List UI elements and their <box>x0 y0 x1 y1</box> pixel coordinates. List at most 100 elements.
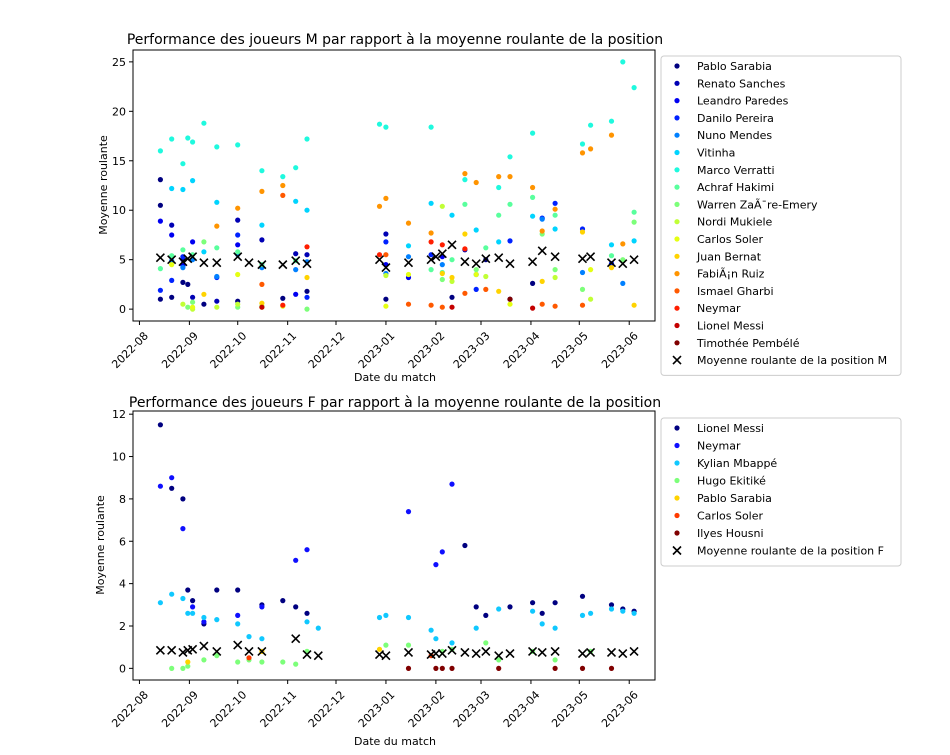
rolling-average-marker <box>629 646 639 656</box>
data-point <box>304 274 310 281</box>
x-tick-label: 2022-10 <box>208 688 250 730</box>
y-tick-label: 25 <box>112 56 126 69</box>
chart-title: Performance des joueurs M par rapport à … <box>127 32 663 48</box>
data-point <box>201 249 207 255</box>
rolling-average-marker <box>505 648 515 659</box>
data-point <box>169 232 175 238</box>
rolling-average-marker <box>618 259 628 269</box>
data-point <box>185 304 191 310</box>
data-point <box>190 304 196 310</box>
rolling-average-marker <box>244 258 254 268</box>
data-point <box>539 621 545 627</box>
data-point <box>376 614 383 621</box>
rolling-average-marker <box>471 259 481 269</box>
data-point <box>304 288 310 294</box>
data-point <box>180 279 186 285</box>
data-point <box>214 617 220 623</box>
data-point <box>462 542 468 549</box>
y-tick-label: 8 <box>119 493 126 506</box>
data-point <box>190 139 196 145</box>
data-point <box>190 178 196 184</box>
rolling-average-marker <box>537 246 547 256</box>
data-point <box>180 496 186 502</box>
data-point <box>180 265 186 271</box>
rolling-average-marker <box>381 651 391 661</box>
x-tick-label: 2022-08 <box>109 688 151 730</box>
data-point <box>293 604 299 610</box>
data-point <box>214 273 220 280</box>
data-point <box>539 301 545 307</box>
data-point <box>530 608 536 614</box>
data-point <box>530 213 536 219</box>
data-point <box>180 665 186 672</box>
data-point <box>280 174 286 180</box>
rolling-average-marker <box>178 257 188 267</box>
data-point <box>631 85 637 91</box>
data-point <box>235 249 241 255</box>
rolling-average-marker <box>155 253 165 263</box>
x-tick-label: 2022-09 <box>159 688 201 730</box>
rolling-average-marker <box>505 259 515 269</box>
legend-marker <box>674 512 680 519</box>
rolling-average-marker <box>527 257 538 267</box>
data-point <box>496 606 502 612</box>
rolling-average-marker <box>257 260 267 270</box>
data-point <box>405 665 412 672</box>
data-point <box>552 200 558 206</box>
legend-label: Neymar <box>697 302 741 315</box>
data-point <box>439 203 445 209</box>
forwards-chart: Performance des joueurs F par rapport à … <box>94 395 902 748</box>
data-point <box>383 124 389 130</box>
legend-label: Hugo Ekitiké <box>697 475 766 488</box>
data-point <box>473 625 479 631</box>
x-tick-label: 2022-09 <box>159 329 201 371</box>
data-point <box>449 278 455 284</box>
data-point <box>259 659 265 665</box>
data-point <box>620 241 626 247</box>
legend-label: Lionel Messi <box>697 320 764 333</box>
legend-marker <box>674 149 680 156</box>
rolling-average-marker <box>460 647 470 658</box>
data-point <box>383 642 389 648</box>
legend-marker <box>674 132 680 138</box>
data-point <box>180 301 186 307</box>
x-tick-label: 2022-11 <box>258 688 300 730</box>
data-point <box>608 242 615 248</box>
data-point <box>530 600 536 606</box>
data-point <box>405 614 412 621</box>
plot-frame <box>132 49 656 322</box>
data-point <box>631 219 637 225</box>
data-point <box>439 242 445 248</box>
data-point <box>169 262 175 268</box>
legend-marker <box>674 167 680 173</box>
data-point <box>259 636 265 642</box>
data-point <box>473 179 479 186</box>
legend-marker <box>674 80 680 86</box>
rolling-average-marker <box>447 240 457 250</box>
data-point <box>235 142 241 148</box>
data-point <box>462 246 468 252</box>
data-point <box>259 300 265 306</box>
data-point <box>405 254 412 260</box>
data-point <box>433 562 439 568</box>
data-point <box>259 222 265 228</box>
data-point <box>383 231 389 237</box>
rolling-average-marker <box>629 255 639 265</box>
y-tick-label: 12 <box>112 408 126 421</box>
data-point <box>620 59 626 65</box>
data-point <box>235 205 241 211</box>
data-point <box>304 547 310 553</box>
data-point <box>190 604 196 610</box>
x-tick-label: 2022-12 <box>306 329 348 371</box>
data-point <box>169 185 175 192</box>
legend-marker <box>674 271 680 277</box>
data-point <box>383 239 389 245</box>
legend-marker <box>674 340 680 346</box>
data-point <box>185 659 191 665</box>
y-tick-label: 0 <box>119 303 126 316</box>
data-point <box>579 150 586 156</box>
rolling-average-marker <box>313 651 323 661</box>
data-point <box>449 257 455 263</box>
data-point <box>190 610 196 616</box>
legend-label: Juan Bernat <box>696 250 762 263</box>
